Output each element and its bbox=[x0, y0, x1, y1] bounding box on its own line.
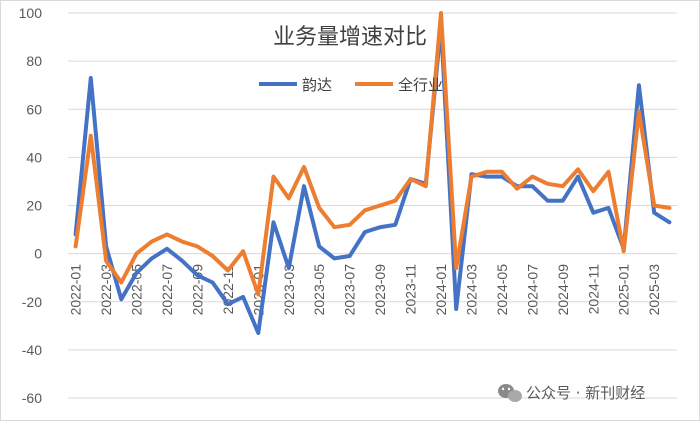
chart-title: 业务量增速对比 bbox=[273, 25, 427, 50]
gridlines bbox=[68, 12, 677, 399]
y-tick-label: 80 bbox=[26, 53, 42, 69]
x-tick-label: 2025-01 bbox=[616, 264, 632, 316]
x-tick-label: 2024-11 bbox=[585, 264, 601, 315]
x-tick-label: 2022-07 bbox=[159, 264, 175, 316]
y-tick-label: 40 bbox=[26, 149, 42, 165]
wechat-icon bbox=[498, 384, 522, 402]
y-axis-tick-labels: -60 -40 -20 0 20 40 60 80 100 bbox=[19, 5, 43, 406]
y-tick-label: 0 bbox=[34, 246, 42, 262]
series-line-yunda bbox=[73, 23, 672, 335]
y-tick-label: 20 bbox=[26, 198, 42, 214]
x-tick-label: 2022-03 bbox=[98, 264, 114, 316]
x-axis-tick-labels: 2022-01 2022-03 2022-05 2022-07 2022-09 2022-… bbox=[68, 264, 663, 316]
y-tick-label: -40 bbox=[22, 342, 42, 358]
x-tick-label: 2023-11 bbox=[403, 264, 419, 315]
legend: 韵达 全行业 bbox=[259, 76, 443, 94]
series-line-industry bbox=[73, 11, 672, 297]
watermark: 公众号 · 新刊财经 bbox=[498, 384, 645, 402]
x-tick-label: 2023-03 bbox=[281, 264, 297, 316]
y-tick-label: 100 bbox=[19, 5, 43, 21]
series-lines bbox=[73, 11, 672, 335]
legend-label-yunda: 韵达 bbox=[302, 76, 332, 94]
x-tick-label: 2024-09 bbox=[555, 264, 571, 316]
x-tick-label: 2024-03 bbox=[463, 264, 479, 316]
watermark-text: 公众号 · 新刊财经 bbox=[526, 384, 645, 402]
x-tick-label: 2022-01 bbox=[68, 264, 84, 316]
y-tick-label: -20 bbox=[22, 294, 42, 310]
legend-label-industry: 全行业 bbox=[398, 76, 443, 94]
x-tick-label: 2023-05 bbox=[311, 264, 327, 316]
x-tick-label: 2024-05 bbox=[494, 264, 510, 316]
x-tick-label: 2024-01 bbox=[433, 264, 449, 316]
x-tick-label: 2024-07 bbox=[524, 264, 540, 316]
y-tick-label: 60 bbox=[26, 101, 42, 117]
x-tick-label: 2023-07 bbox=[342, 264, 358, 316]
x-tick-label: 2023-09 bbox=[372, 264, 388, 316]
x-tick-label: 2025-03 bbox=[646, 264, 662, 316]
y-tick-label: -60 bbox=[22, 390, 42, 406]
